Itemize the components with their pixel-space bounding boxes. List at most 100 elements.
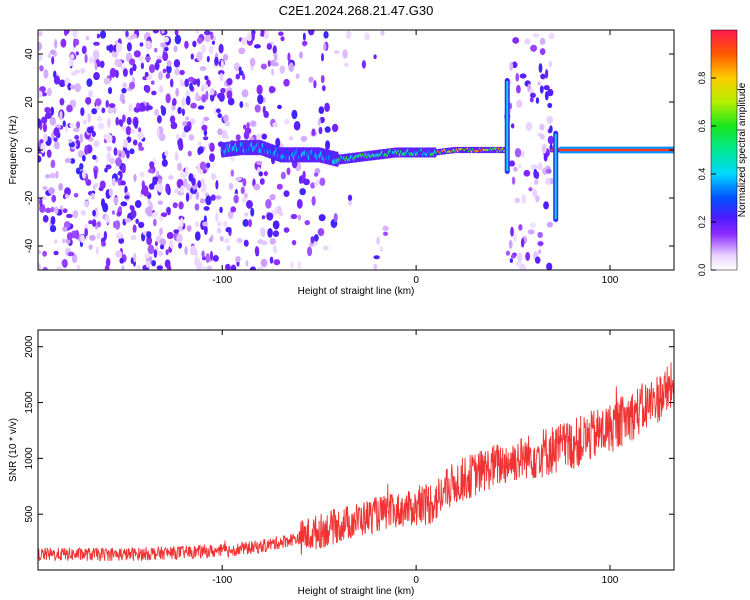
spectrogram-speckle — [209, 142, 215, 152]
spectrogram-speckle — [72, 30, 78, 38]
spectrogram-speckle — [159, 238, 167, 247]
spectrogram-speckle — [54, 206, 59, 215]
spectrogram-speckle — [137, 221, 145, 229]
spectrogram-speckle — [88, 244, 93, 250]
spectrogram-speckle — [84, 228, 89, 237]
spectrogram-speckle — [164, 150, 169, 157]
spectrogram-speckle — [216, 227, 222, 234]
spectrogram-speckle — [54, 38, 58, 49]
spectrogram-speckle — [380, 30, 385, 36]
spectrogram-speckle — [53, 250, 59, 256]
snr-y-tick-label: 1000 — [24, 447, 35, 470]
spectrogram-speckle — [199, 66, 207, 72]
spectrogram-speckle — [148, 64, 156, 74]
spectrogram-speckle — [538, 249, 542, 255]
spectrogram-speckle — [99, 60, 105, 68]
spectrogram-speckle — [239, 101, 244, 109]
spectrogram-speckle — [197, 180, 202, 189]
spectrogram-speckle — [192, 40, 197, 48]
spectrogram-speckle — [533, 179, 539, 185]
spectrogram-speckle — [277, 104, 282, 110]
spectrogram-axes: -100 0 100 -40 -20 0 20 40 — [24, 30, 674, 286]
spectrogram-speckle — [179, 69, 185, 76]
spectrogram-speckle — [310, 182, 316, 189]
spectrogram-speckle — [85, 97, 92, 105]
spectrogram-speckle — [515, 72, 520, 82]
spectrogram-speckle — [156, 265, 163, 270]
spectrogram-speckle — [175, 87, 179, 97]
spectrogram-speckle — [347, 194, 353, 201]
spectrogram-speckle — [128, 102, 133, 113]
spectrogram-speckle — [39, 197, 43, 207]
spectrogram-speckle — [160, 212, 168, 218]
spectrogram-speckle — [547, 88, 554, 97]
spectrogram-speckle — [195, 191, 200, 201]
colorbar-tick-label: 0.8 — [697, 72, 707, 85]
spectrogram-speckle — [308, 76, 314, 83]
spectrogram-speckle — [135, 218, 139, 224]
spectrogram-speckle — [509, 258, 513, 263]
spectrogram-speckle — [136, 102, 140, 110]
spectrogram-speckle — [139, 42, 144, 47]
spectrogram-speckle — [256, 133, 261, 142]
spectrogram-speckle — [73, 192, 79, 198]
spectrogram-speckle — [263, 30, 269, 40]
spectrogram-speckle — [265, 198, 272, 209]
spectrogram-speckle — [149, 161, 155, 169]
spectrogram-speckle — [105, 99, 109, 108]
spectrogram-speckle — [537, 81, 541, 86]
spectrogram-speckle — [548, 60, 553, 68]
spectrogram-speckle — [524, 38, 531, 45]
spectrogram-speckle — [166, 64, 172, 74]
spectrogram-speckle — [97, 116, 103, 122]
spectrogram-speckle — [118, 237, 125, 244]
spectrogram-speckle — [539, 85, 544, 94]
spectrogram-speckle — [92, 209, 96, 217]
spectrogram-speckle — [171, 100, 177, 106]
spectrogram-speckle — [242, 178, 247, 187]
spectrogram-speckle — [178, 242, 182, 249]
spectrogram-speckle — [205, 195, 212, 206]
spectrogram-speckle — [174, 187, 179, 194]
spectrogram-speckle — [77, 150, 85, 158]
spectrogram-speckle — [280, 36, 285, 42]
spectrogram-speckle — [74, 134, 80, 140]
spectrogram-speckle — [156, 59, 162, 64]
spectrogram-speckle — [291, 239, 297, 246]
spectrogram-speckle — [297, 261, 302, 270]
spectrogram-speckle — [525, 251, 531, 261]
spectrogram-speckle — [313, 80, 317, 89]
spectrogram-speckle — [137, 131, 144, 140]
spectrogram-speckle — [248, 219, 253, 228]
spectrogram-speckle — [64, 193, 69, 199]
spectrogram-speckle — [263, 110, 269, 119]
spectrogram-speckle — [139, 171, 145, 178]
spectrogram-speckle — [53, 137, 58, 142]
spectrogram-speckle — [209, 93, 215, 102]
spectrogram-speckle — [175, 133, 180, 140]
spectrogram-speckle — [224, 121, 231, 127]
spectrogram-speckle — [94, 182, 99, 188]
spectrogram-speckle — [219, 235, 224, 242]
spectrogram-speckle — [299, 188, 306, 196]
spectrogram-speckle — [38, 250, 42, 255]
spectrogram-speckle — [209, 250, 214, 261]
spectrogram-speckle — [519, 73, 527, 79]
spectrogram-speckle — [322, 245, 329, 251]
spectrogram-speckle — [251, 30, 255, 41]
spectrogram-speckle — [44, 207, 52, 214]
spectrogram-speckle — [521, 194, 526, 204]
spectrogram-speckle — [508, 160, 516, 167]
spectrogram-ridge-core — [559, 148, 674, 152]
spectrogram-speckle — [505, 250, 511, 256]
spectrogram-speckle — [272, 220, 280, 230]
snr-xlabel: Height of straight line (km) — [298, 586, 415, 597]
spectrogram-speckle — [187, 76, 195, 83]
spectrogram-speckle — [133, 50, 141, 58]
spectrogram-speckle — [373, 255, 380, 260]
spectrogram-speckle — [154, 47, 158, 53]
spectrogram-speckle — [130, 257, 134, 264]
spectrogram-speckle — [200, 182, 207, 193]
spectrogram-speckle — [88, 90, 93, 98]
spectrogram-speckle — [42, 186, 48, 191]
